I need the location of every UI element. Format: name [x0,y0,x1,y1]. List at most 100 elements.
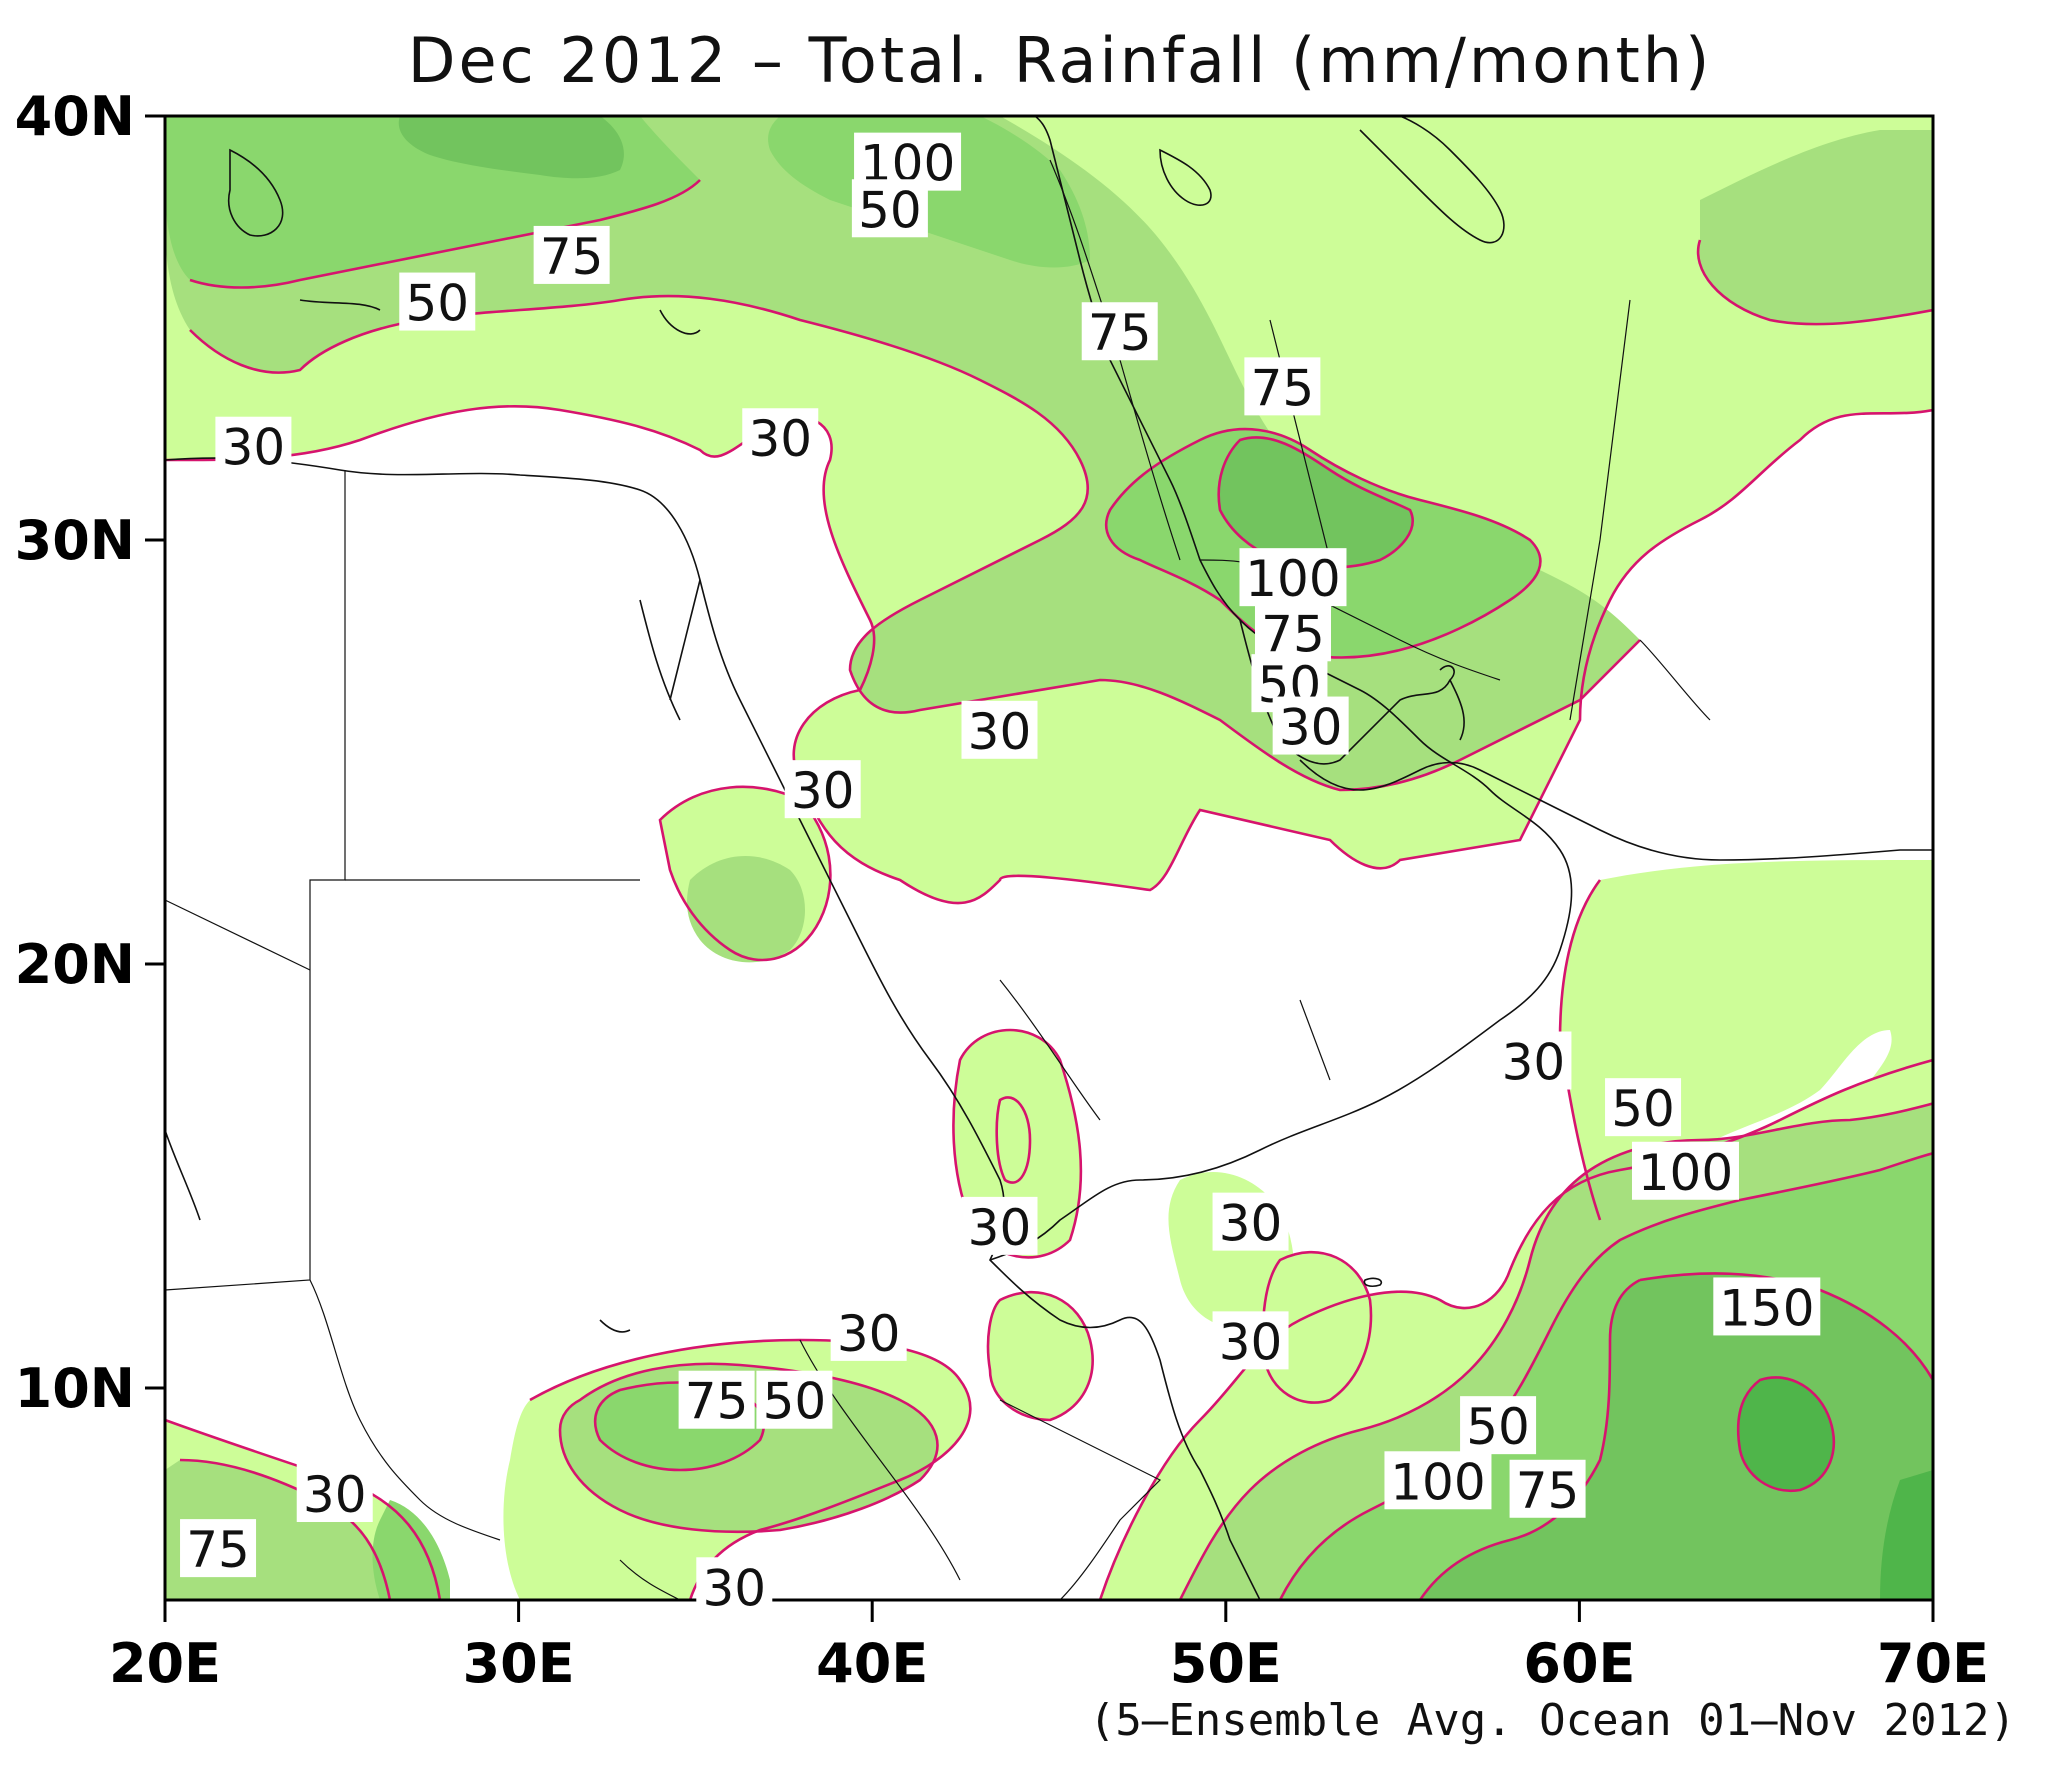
contour-label-text: 75 [1251,359,1315,417]
contour-label-background [1605,1078,1682,1137]
contour-label: 75 [1509,1459,1586,1520]
contour-label-background [696,1557,773,1616]
credit-text: (5–Ensemble Avg. Ocean 01–Nov 2012) [1089,1695,2016,1746]
x-tick-label: 70E [1877,1632,1989,1695]
contour-label: 30 [742,408,819,468]
contour-label-text: 50 [858,181,922,239]
contour-label: 75 [678,1370,755,1431]
contour-label-background [961,700,1038,759]
x-tick-label: 30E [463,1632,575,1695]
y-tick-label: 20N [15,933,135,996]
contour-label-text: 75 [186,1521,250,1579]
contour-label: 50 [1460,1396,1537,1456]
contour-label-background [533,225,610,284]
contour-label: 100 [1384,1451,1492,1511]
contour-label-background [742,408,819,467]
contour-label: 75 [1081,302,1158,362]
contour-label: 100 [1239,548,1347,608]
contour-label: 75 [533,225,610,286]
contour-label: 75 [1254,603,1331,663]
contour-label-text: 30 [748,410,812,468]
contour-label-background [1495,1031,1572,1090]
contour-label: 75 [180,1519,257,1579]
contour-label-text: 30 [1279,699,1343,757]
contour-label-text: 50 [1466,1398,1530,1456]
y-tick-label: 30N [15,509,135,572]
contour-label: 50 [756,1370,833,1431]
contour-label-background [1081,302,1158,361]
contour-label: 30 [1212,1192,1289,1253]
contour-label-background [1244,357,1321,416]
contour-label: 30 [784,760,861,820]
contour-label-text: 30 [303,1466,367,1524]
contour-label: 30 [961,700,1038,761]
contour-label: 30 [1212,1311,1289,1371]
contour-label-background [678,1370,755,1429]
contour-label-text: 30 [222,419,286,477]
contour-label: 30 [830,1302,907,1363]
contour-label-text: 50 [763,1373,827,1431]
contour-label-text: 30 [837,1305,901,1363]
contour-lines [165,179,1933,1600]
contour-label: 50 [1605,1078,1682,1138]
contour-label-background [1272,696,1349,755]
contour-label-text: 75 [685,1373,749,1431]
contour-label-background [1239,548,1347,607]
contour-label-background [756,1370,833,1429]
contour-label-background [399,272,476,331]
contour-label-text: 50 [1611,1080,1675,1138]
axes: 20E 30E 40E 50E 60E 70E 10N 20N 30N 40N [15,85,1989,1695]
contour-label-background [1384,1451,1492,1510]
contour-label-text: 100 [1390,1453,1485,1511]
contour-label-background [1509,1459,1586,1518]
contour-label: 30 [215,416,292,477]
contour-label-text: 30 [1219,1195,1283,1253]
map-title: Dec 2012 – Total. Rainfall (mm/month) [408,24,1713,97]
contour-label-text: 30 [791,762,855,820]
contour-label-background [1713,1277,1821,1336]
x-tick-label: 20E [109,1632,221,1695]
contour-label: 50 [851,179,928,239]
contour-label-background [296,1464,373,1522]
contour-label: 30 [696,1557,773,1617]
y-tick-label: 10N [15,1357,135,1420]
contour-label: 30 [1272,696,1349,757]
rainfall-fill-150 [1738,1377,1933,1600]
contour-label-background [1212,1192,1289,1251]
contour-label-text: 100 [1245,550,1340,608]
contour-label: 30 [961,1196,1038,1257]
x-tick-label: 40E [816,1632,928,1695]
contour-label: 30 [296,1464,373,1524]
contour-label-text: 30 [1502,1034,1566,1092]
contour-label: 75 [1244,357,1321,417]
contour-label-text: 30 [968,1199,1032,1257]
contour-label-background [1212,1311,1289,1370]
y-tick-label: 40N [15,85,135,148]
coastlines [165,116,1933,1600]
contour-label-background [961,1196,1038,1255]
contour-label-background [215,416,292,475]
contour-label-background [851,179,928,238]
contour-label-text: 75 [540,228,604,286]
contour-label-background [1460,1396,1537,1455]
plot-frame [163,114,1935,1602]
contour-label-text: 50 [405,275,469,333]
contour-label: 30 [1495,1031,1572,1092]
contour-label: 100 [1631,1141,1739,1202]
contour-label-background [784,760,861,819]
contour-label: 50 [399,272,476,333]
x-tick-label: 60E [1523,1632,1635,1695]
contour-label-text: 100 [1638,1144,1733,1202]
contour-label-text: 150 [1719,1279,1814,1337]
contour-label-background [1254,603,1331,662]
contour-label-text: 30 [702,1559,766,1617]
contour-label-text: 30 [968,703,1032,761]
contour-label-background [1631,1141,1739,1200]
contour-label-text: 75 [1261,605,1325,663]
contour-label-background [180,1519,257,1578]
contour-label-text: 75 [1516,1462,1580,1520]
x-tick-label: 50E [1170,1632,1282,1695]
contour-label-text: 75 [1088,304,1152,362]
